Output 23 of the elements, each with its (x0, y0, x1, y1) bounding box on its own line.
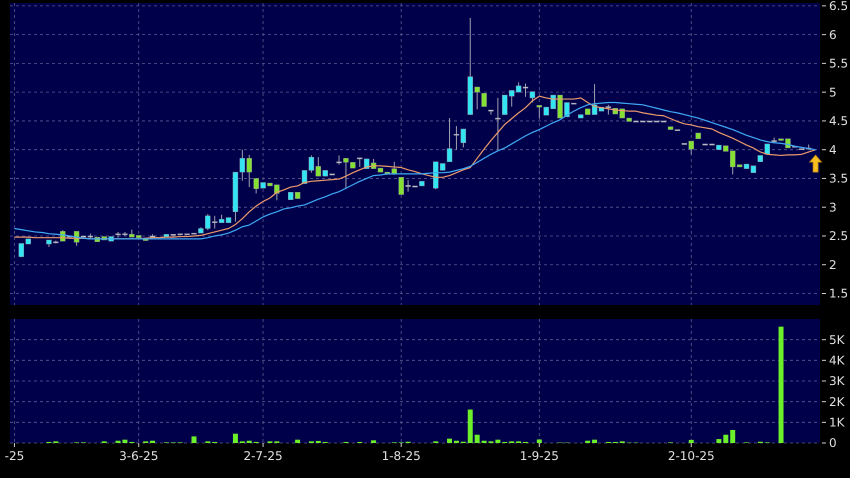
y-tick-label: 1.5 (829, 286, 848, 301)
y-tick-label: 4.5 (829, 114, 848, 128)
x-tick-label: 2-10-25 (668, 449, 715, 463)
y-tick-label: 3 (829, 200, 837, 214)
x-tick-label: 1-9-25 (520, 449, 559, 463)
y-tick-label: 6 (829, 28, 837, 42)
x-tick-label: -25 (4, 449, 24, 463)
y-tick-label: 2K (829, 394, 846, 409)
x-tick-label: 3-6-25 (119, 449, 158, 463)
y-tick-label: 0 (829, 436, 837, 450)
y-tick-label: 3.5 (829, 172, 848, 186)
y-tick-label: 4K (829, 354, 846, 368)
y-tick-label: 5K (829, 332, 846, 347)
y-tick-label: 5.5 (829, 56, 848, 71)
y-tick-label: 1K (829, 416, 846, 430)
y-tick-label: 5 (829, 85, 837, 100)
x-tick-label: 1-8-25 (382, 449, 421, 463)
y-tick-label: 3K (829, 374, 846, 388)
y-tick-label: 6.5 (829, 0, 848, 14)
y-tick-label: 2.5 (829, 229, 848, 244)
y-tick-label: 4 (829, 142, 837, 157)
x-tick-label: 2-7-25 (243, 449, 283, 463)
y-tick-label: 2 (829, 258, 837, 272)
